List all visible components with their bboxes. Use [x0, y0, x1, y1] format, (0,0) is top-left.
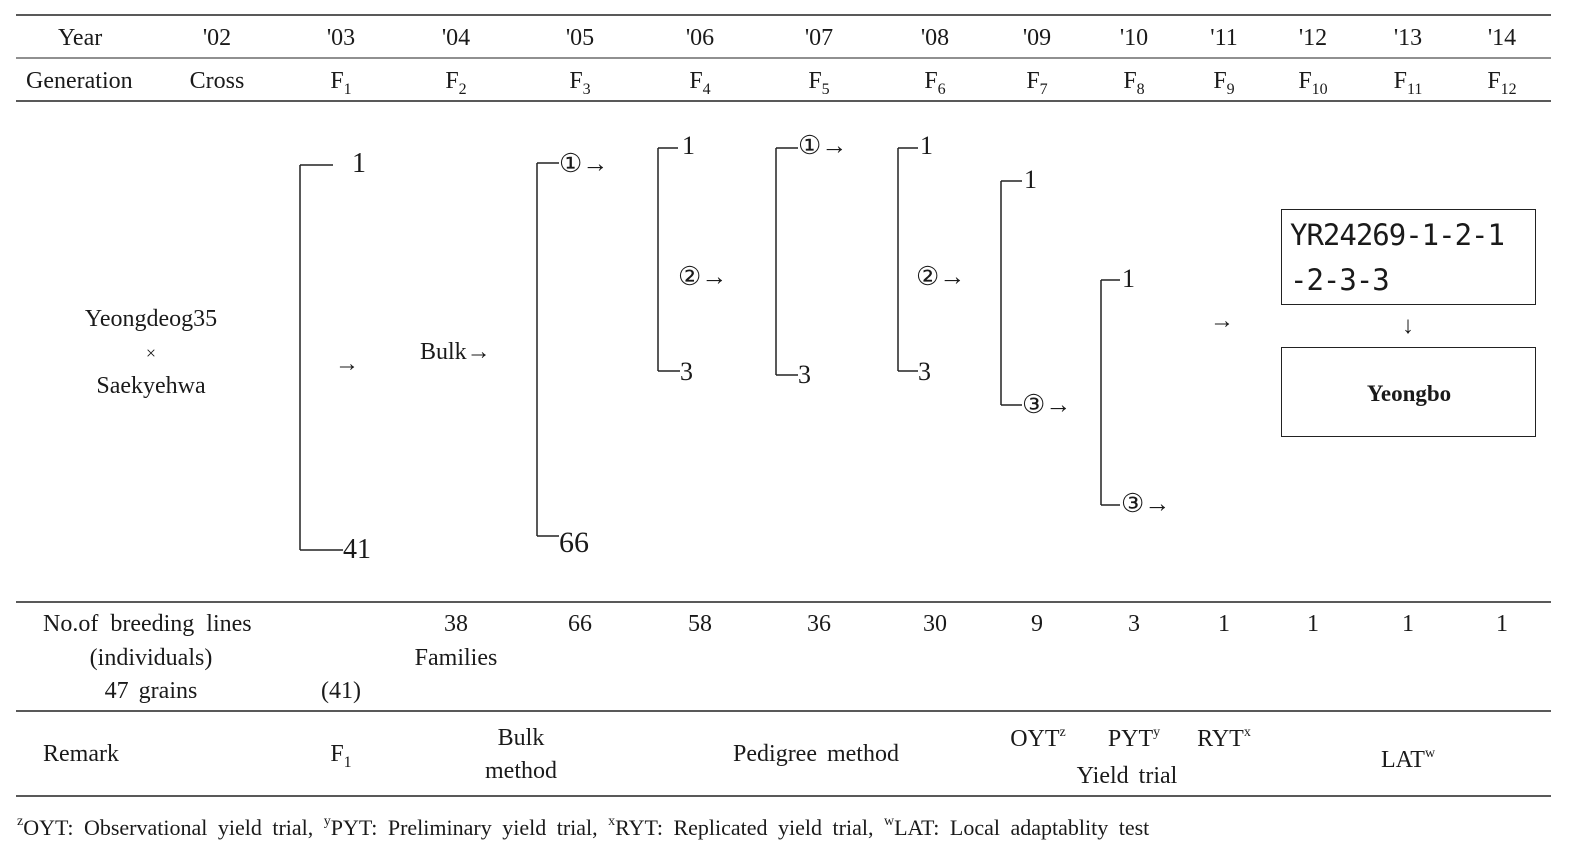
- remark-yield-trial: Yield trial: [1076, 763, 1178, 789]
- generation-cell: F8: [1123, 68, 1145, 98]
- cross-symbol: ×: [145, 343, 157, 363]
- line-count: 66: [568, 611, 592, 637]
- year-cell: '05: [565, 25, 595, 51]
- variety-box: Yeongbo: [1281, 347, 1536, 437]
- line-code-line-1: YR24269-1-2-1: [1290, 218, 1505, 252]
- generation-cell: F9: [1213, 68, 1235, 98]
- remark-f1: F1: [330, 741, 352, 771]
- remark-pyt: PYTy: [1107, 725, 1161, 752]
- line-count: 1: [1496, 611, 1508, 637]
- f3-bottom-label: 66: [559, 526, 589, 559]
- parent-1: Yeongdeog35: [84, 306, 218, 332]
- individuals-label: (individuals): [89, 645, 213, 671]
- generation-cell: F12: [1487, 68, 1517, 98]
- year-cell: '02: [202, 25, 232, 51]
- year-label: Year: [58, 25, 103, 51]
- generation-label: Generation: [26, 68, 133, 94]
- generation-cell: F3: [569, 68, 591, 98]
- generation-cell: F7: [1026, 68, 1048, 98]
- line-count: 9: [1031, 611, 1043, 637]
- year-cell: '07: [804, 25, 834, 51]
- line-count: 58: [688, 611, 712, 637]
- generation-cell: F11: [1393, 68, 1423, 98]
- f4-selected: ②→: [678, 262, 728, 291]
- year-cell: '14: [1487, 25, 1517, 51]
- f8-selected: ③→: [1121, 489, 1171, 518]
- generation-cell: F2: [445, 68, 467, 98]
- cross-arrow: →: [335, 351, 359, 377]
- f7-top-label: 1: [1024, 165, 1037, 194]
- f6-top-label: 1: [920, 131, 933, 160]
- year-cell: '13: [1393, 25, 1423, 51]
- remark-ryt: RYTx: [1197, 725, 1251, 752]
- footnote: zOYT: Observational yield trial, yPYT: P…: [17, 814, 1150, 840]
- generation-cell: F6: [924, 68, 946, 98]
- f1-bottom-label: 41: [343, 534, 371, 565]
- f5-bottom-label: 3: [798, 360, 811, 389]
- remark-bulk: Bulk: [497, 725, 545, 751]
- f6-bottom-label: 3: [918, 357, 931, 386]
- f7-selected: ③→: [1022, 390, 1072, 419]
- remark-oyt: OYTz: [1010, 725, 1066, 752]
- line-count: 1: [1307, 611, 1319, 637]
- f1-top-label: 1: [352, 148, 366, 179]
- generation-cell: F1: [330, 68, 352, 98]
- line-code-line-2: -2-3-3: [1290, 263, 1390, 297]
- families-count: 38: [444, 611, 468, 637]
- line-count: 30: [923, 611, 947, 637]
- seed-count: 47 grains: [104, 678, 198, 704]
- f4-top-label: 1: [682, 131, 695, 160]
- year-cell: '06: [685, 25, 715, 51]
- remark-pedigree: Pedigree method: [733, 741, 899, 767]
- down-arrow-icon: ↓: [1402, 313, 1414, 339]
- line-count: 36: [807, 611, 831, 637]
- variety-name: Yeongbo: [1366, 381, 1452, 406]
- year-cell: '08: [920, 25, 950, 51]
- parent-2: Saekyehwa: [96, 373, 206, 399]
- line-code-box: YR24269-1-2-1 -2-3-3: [1281, 209, 1536, 305]
- year-cell: '04: [441, 25, 471, 51]
- f3-selected: ①→: [559, 149, 609, 178]
- remark-bulk-method: method: [485, 758, 557, 784]
- f9-arrow: →: [1210, 308, 1234, 334]
- f5-selected: ①→: [798, 131, 848, 160]
- year-cell: '11: [1210, 25, 1238, 51]
- remark-lat: LATw: [1380, 746, 1436, 773]
- f1-count: (41): [321, 678, 361, 704]
- f6-selected: ②→: [916, 262, 966, 291]
- f8-top-label: 1: [1122, 264, 1135, 293]
- line-count: 1: [1218, 611, 1230, 637]
- generation-cell: Cross: [189, 68, 245, 94]
- families-label: Families: [414, 645, 498, 671]
- line-count: 3: [1128, 611, 1140, 637]
- generation-cell: F5: [808, 68, 830, 98]
- year-cell: '10: [1119, 25, 1149, 51]
- generation-cell: F10: [1298, 68, 1328, 98]
- year-cell: '12: [1298, 25, 1328, 51]
- breeding-lines-label: No.of breeding lines: [43, 611, 252, 637]
- generation-cell: F4: [689, 68, 711, 98]
- remark-label: Remark: [43, 741, 119, 767]
- year-cell: '03: [326, 25, 356, 51]
- bulk-label: Bulk→: [420, 339, 491, 365]
- f4-bottom-label: 3: [680, 357, 693, 386]
- year-cell: '09: [1022, 25, 1052, 51]
- line-count: 1: [1402, 611, 1414, 637]
